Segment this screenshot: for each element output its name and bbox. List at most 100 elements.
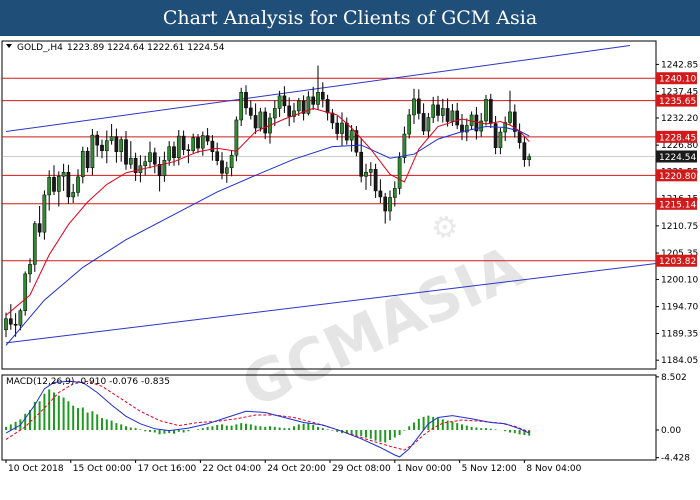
candle — [258, 107, 263, 132]
candle-body — [42, 194, 47, 233]
time-tick-label: 1 Nov 00:00 — [397, 464, 452, 474]
candle-body — [474, 114, 479, 132]
candle — [392, 181, 397, 207]
level-tag: 1240.10 — [659, 75, 696, 85]
candle-body — [18, 310, 23, 326]
price-panel: 1242.851237.451232.201226.801221.551216.… — [1, 40, 698, 370]
candle-body — [445, 108, 450, 122]
candle — [272, 100, 277, 127]
level-tags: 1240.10 1235.65 1228.45 1220.80 1215.14 1203.… — [656, 72, 697, 267]
candle-body — [412, 98, 416, 116]
ohlc-label: 1223.89 1224.64 1222.61 1224.54 — [67, 43, 225, 53]
candle-body — [368, 169, 373, 173]
candle-body — [296, 100, 301, 112]
time-tick-label: 22 Oct 04:00 — [202, 464, 261, 474]
candle-body — [484, 99, 488, 122]
candle-body — [4, 318, 8, 331]
candle — [359, 138, 364, 183]
candle — [316, 65, 320, 110]
candle — [143, 155, 148, 176]
candle-body — [239, 92, 244, 121]
candle-body — [28, 264, 32, 275]
candle — [32, 221, 37, 272]
candle — [407, 108, 412, 139]
candle — [474, 106, 479, 140]
candle — [56, 171, 61, 207]
candle-body — [455, 110, 460, 126]
candle — [42, 190, 47, 240]
candle-body — [498, 131, 503, 148]
level-tag: 1228.45 — [659, 133, 696, 143]
candle-body — [13, 323, 18, 326]
candle-body — [152, 152, 157, 165]
candle — [340, 112, 344, 147]
candle — [263, 107, 268, 140]
candle-body — [450, 110, 455, 122]
candle — [292, 102, 296, 123]
candle — [431, 96, 436, 123]
candle-body — [66, 172, 71, 198]
candle — [330, 108, 335, 130]
candle — [306, 91, 311, 116]
candle-body — [397, 157, 402, 189]
candle — [224, 161, 229, 183]
candle-body — [282, 95, 287, 107]
macd-main-line — [5, 380, 530, 458]
ma-fast-line — [5, 107, 530, 316]
candle-body — [234, 119, 239, 156]
candle — [200, 131, 205, 156]
candle — [287, 97, 292, 127]
candle-body — [359, 151, 364, 177]
candle-body — [493, 123, 498, 148]
candle-body — [85, 150, 90, 169]
candle-body — [407, 114, 412, 135]
candle — [80, 146, 85, 184]
level-tag: 1220.80 — [659, 172, 696, 182]
candle — [416, 89, 421, 120]
candle-body — [464, 125, 469, 133]
candle — [220, 152, 224, 180]
candle-body — [181, 135, 186, 150]
price-tick-label: 1237.45 — [661, 88, 698, 98]
candle-body — [76, 176, 80, 193]
candle-body — [95, 134, 100, 146]
candle-body — [340, 122, 344, 134]
price-tick-label: 1194.70 — [661, 303, 698, 313]
candle-body — [354, 130, 359, 153]
level-tag: 1235.65 — [659, 97, 696, 107]
candle — [71, 183, 76, 203]
current-price-tag-bg — [656, 150, 697, 163]
candle-body — [133, 157, 138, 174]
candle — [61, 163, 66, 191]
candle — [18, 308, 23, 331]
candle-body — [522, 142, 527, 160]
candle-body — [469, 114, 474, 126]
symbol-label: GOLD_,H4 — [17, 43, 63, 53]
candle — [484, 94, 488, 126]
candle — [498, 128, 503, 155]
candle-body — [162, 159, 167, 177]
candle — [28, 258, 32, 283]
candle-body — [378, 190, 383, 198]
candle — [464, 118, 469, 142]
candle-body — [316, 92, 320, 105]
candle-body — [349, 130, 354, 141]
candle-body — [248, 107, 253, 116]
candle-body — [56, 176, 61, 192]
price-tick-label: 1205.35 — [661, 249, 698, 259]
level-tag-bg — [656, 130, 697, 143]
time-tick-label: 10 Oct 2018 — [8, 464, 64, 474]
time-tick-label: 5 Nov 12:00 — [462, 464, 517, 474]
candle — [152, 147, 157, 174]
candle-body — [431, 104, 436, 118]
candle — [229, 150, 234, 177]
candle-body — [512, 111, 517, 132]
candle — [215, 142, 220, 166]
page-title: Chart Analysis for Clients of GCM Asia — [162, 7, 538, 29]
candle-body — [383, 196, 388, 212]
candle-body — [176, 135, 181, 158]
candle — [128, 141, 133, 169]
candle-body — [100, 144, 104, 151]
candle-body — [325, 99, 330, 114]
